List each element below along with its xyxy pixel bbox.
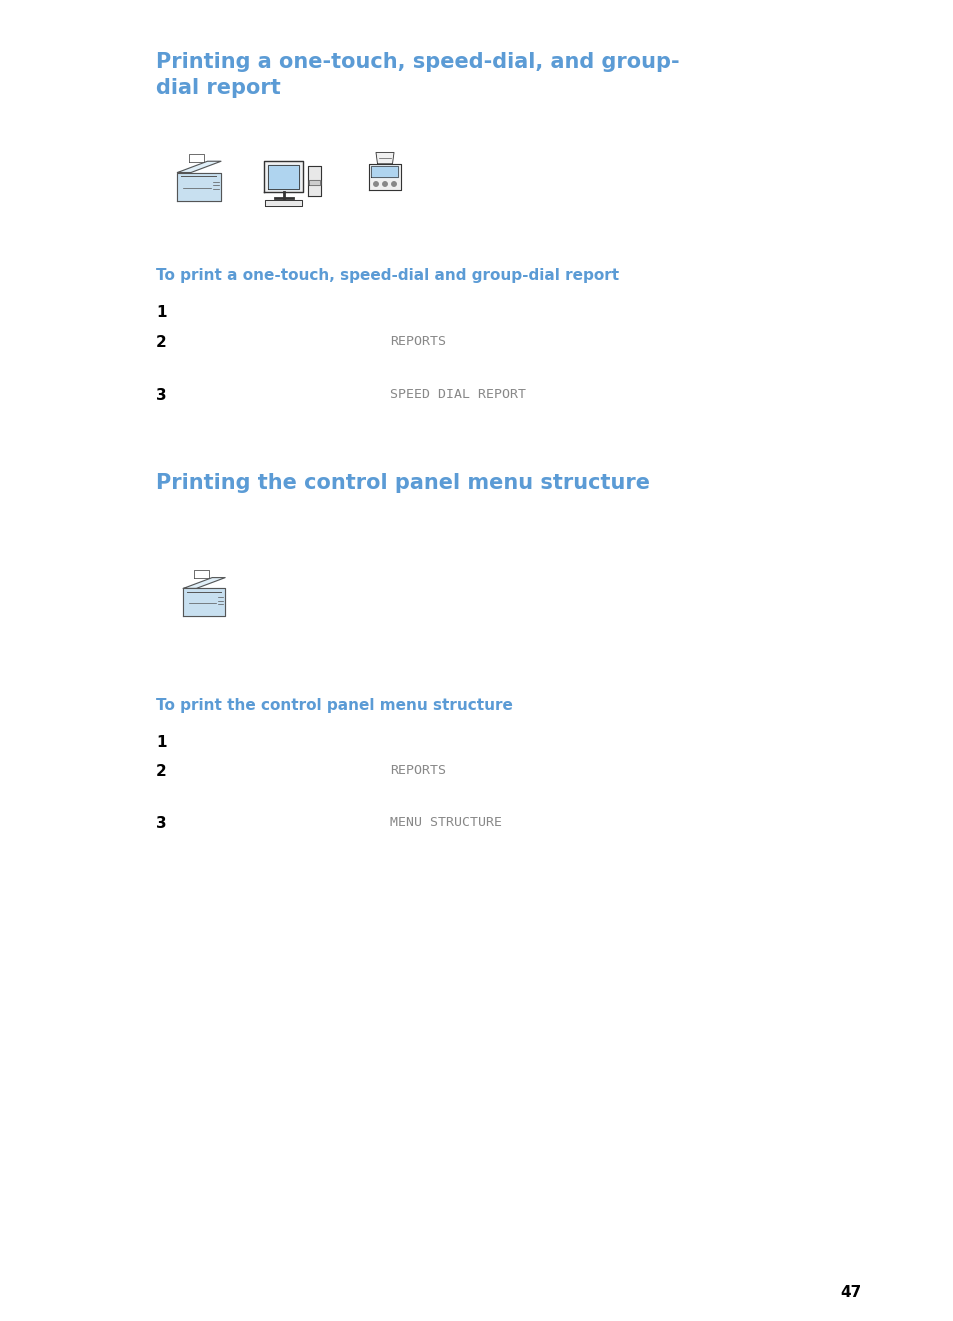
Circle shape (382, 182, 387, 186)
Text: Printing a one-touch, speed-dial, and group-: Printing a one-touch, speed-dial, and gr… (156, 52, 679, 73)
Polygon shape (177, 161, 221, 173)
Polygon shape (375, 152, 394, 164)
Polygon shape (369, 164, 400, 190)
Polygon shape (264, 160, 303, 192)
Polygon shape (189, 153, 204, 162)
Text: MENU STRUCTURE: MENU STRUCTURE (390, 816, 501, 830)
Text: 3: 3 (156, 816, 167, 831)
Text: 1: 1 (156, 305, 167, 320)
Polygon shape (183, 588, 225, 616)
Polygon shape (371, 166, 398, 177)
Text: To print the control panel menu structure: To print the control panel menu structur… (156, 697, 513, 713)
Polygon shape (268, 165, 299, 189)
Text: dial report: dial report (156, 78, 280, 98)
Polygon shape (177, 173, 221, 201)
Polygon shape (194, 571, 209, 579)
Text: 1: 1 (156, 734, 167, 750)
Circle shape (392, 182, 395, 186)
Text: REPORTS: REPORTS (390, 336, 446, 347)
Text: REPORTS: REPORTS (390, 764, 446, 777)
Polygon shape (265, 199, 302, 206)
Text: 47: 47 (840, 1285, 861, 1300)
Polygon shape (308, 165, 321, 196)
Text: SPEED DIAL REPORT: SPEED DIAL REPORT (390, 388, 525, 402)
Text: Printing the control panel menu structure: Printing the control panel menu structur… (156, 473, 649, 493)
Polygon shape (309, 180, 319, 185)
Polygon shape (183, 577, 225, 588)
Text: 2: 2 (156, 764, 167, 779)
Text: To print a one-touch, speed-dial and group-dial report: To print a one-touch, speed-dial and gro… (156, 268, 618, 283)
Text: 3: 3 (156, 388, 167, 403)
Circle shape (374, 182, 377, 186)
Text: 2: 2 (156, 336, 167, 350)
